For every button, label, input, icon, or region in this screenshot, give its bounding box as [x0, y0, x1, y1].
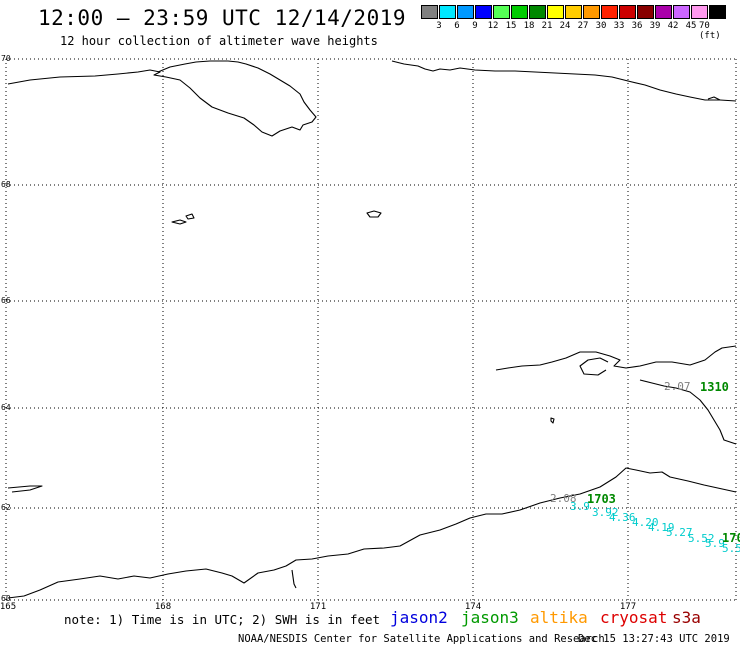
obs-label: 3.92: [592, 506, 619, 519]
colorbar-swatch: [709, 5, 726, 19]
lat-label-64: 64: [1, 403, 11, 412]
satellite-legend-altika: altika: [530, 608, 588, 627]
lon-label-174: 174: [465, 602, 481, 610]
colorbar-label: 39: [649, 21, 661, 31]
satellite-legend-jason3: jason3: [461, 608, 519, 627]
colorbar-swatch: [655, 5, 672, 19]
obs-label: 4.36: [609, 511, 636, 524]
satellite-legend-s3a: s3a: [672, 608, 701, 627]
lon-label-168: 168: [155, 602, 171, 610]
pass-time-label: 1310: [700, 380, 729, 394]
obs-label: 5.5: [722, 542, 740, 555]
obs-label: 2.08: [550, 492, 577, 505]
colorbar-label: 27: [577, 21, 589, 31]
colorbar-swatch: [529, 5, 546, 19]
colorbar-swatch: [547, 5, 564, 19]
lat-label-66: 66: [1, 296, 11, 305]
generation-timestamp: Dec 15 13:27:43 UTC 2019: [578, 633, 730, 645]
obs-label: 5.52: [688, 532, 715, 545]
colorbar-label: 6: [454, 21, 460, 31]
wave-height-colorbar: [421, 5, 727, 19]
colorbar-label: 24: [559, 21, 571, 31]
footnote: note: 1) Time is in UTC; 2) SWH is in fe…: [64, 612, 381, 627]
latitude-labels: 70 68 66 64 62 60: [1, 54, 11, 603]
map-title: 12:00 – 23:59 UTC 12/14/2019: [38, 6, 407, 30]
lon-label-177: 177: [620, 602, 636, 610]
colorbar-label: 12: [487, 21, 499, 31]
colorbar-swatch: [457, 5, 474, 19]
colorbar-label: 45: [685, 21, 697, 31]
colorbar-label: 3: [436, 21, 442, 31]
colorbar-labels: 3 6 9 12 15 18 21 24 27 30 33 36 39 42 45 70 (ft): [421, 21, 740, 41]
obs-label: 3.9: [570, 500, 590, 513]
colorbar-label: 18: [523, 21, 535, 31]
colorbar-label: 42: [667, 21, 679, 31]
colorbar-label: 21: [541, 21, 553, 31]
colorbar-swatch: [619, 5, 636, 19]
colorbar-swatch: [637, 5, 654, 19]
coastlines: [7, 60, 737, 599]
colorbar-swatch: [691, 5, 708, 19]
pass-time-label: 1703: [587, 492, 616, 506]
map-subtitle: 12 hour collection of altimeter wave hei…: [60, 34, 378, 48]
altimeter-map: 70 68 66 64 62 60 165 168 171 174 177 2.…: [0, 54, 740, 610]
colorbar-swatch: [511, 5, 528, 19]
colorbar-label: 33: [613, 21, 625, 31]
credit-line: NOAA/NESDIS Center for Satellite Applica…: [238, 633, 605, 645]
colorbar-swatch: [673, 5, 690, 19]
obs-label: 5.9: [705, 537, 725, 550]
satellite-legend-cryosat: cryosat: [600, 608, 668, 627]
lon-label-171: 171: [310, 602, 326, 610]
map-gridlines: [5, 58, 737, 601]
lat-label-68: 68: [1, 180, 11, 189]
colorbar-swatch: [439, 5, 456, 19]
colorbar-label: 30: [595, 21, 607, 31]
lat-label-62: 62: [1, 503, 11, 512]
obs-label: 2.07: [664, 380, 691, 393]
lat-label-70: 70: [1, 54, 11, 63]
longitude-labels: 165 168 171 174 177: [0, 602, 636, 610]
colorbar-swatch: [493, 5, 510, 19]
obs-label: 4.19: [648, 521, 675, 534]
obs-label: 4.20: [632, 516, 659, 529]
colorbar-label: 15: [505, 21, 517, 31]
lat-label-60: 60: [1, 594, 11, 603]
lon-label-165: 165: [0, 602, 16, 610]
colorbar-swatch: [421, 5, 438, 19]
colorbar-swatch: [475, 5, 492, 19]
colorbar-swatch: [601, 5, 618, 19]
colorbar-label: 36: [631, 21, 643, 31]
pass-time-label: 170: [722, 531, 740, 545]
colorbar-swatch: [583, 5, 600, 19]
obs-label: 5.27: [666, 526, 693, 539]
colorbar-label: 9: [472, 21, 478, 31]
colorbar-swatch: [565, 5, 582, 19]
satellite-legend-jason2: jason2: [390, 608, 448, 627]
colorbar-label: 70 (ft): [699, 21, 721, 41]
wave-observations: 2.07 1310 2.08 1703 3.9 3.92 4.36 4.20 4…: [550, 380, 740, 555]
